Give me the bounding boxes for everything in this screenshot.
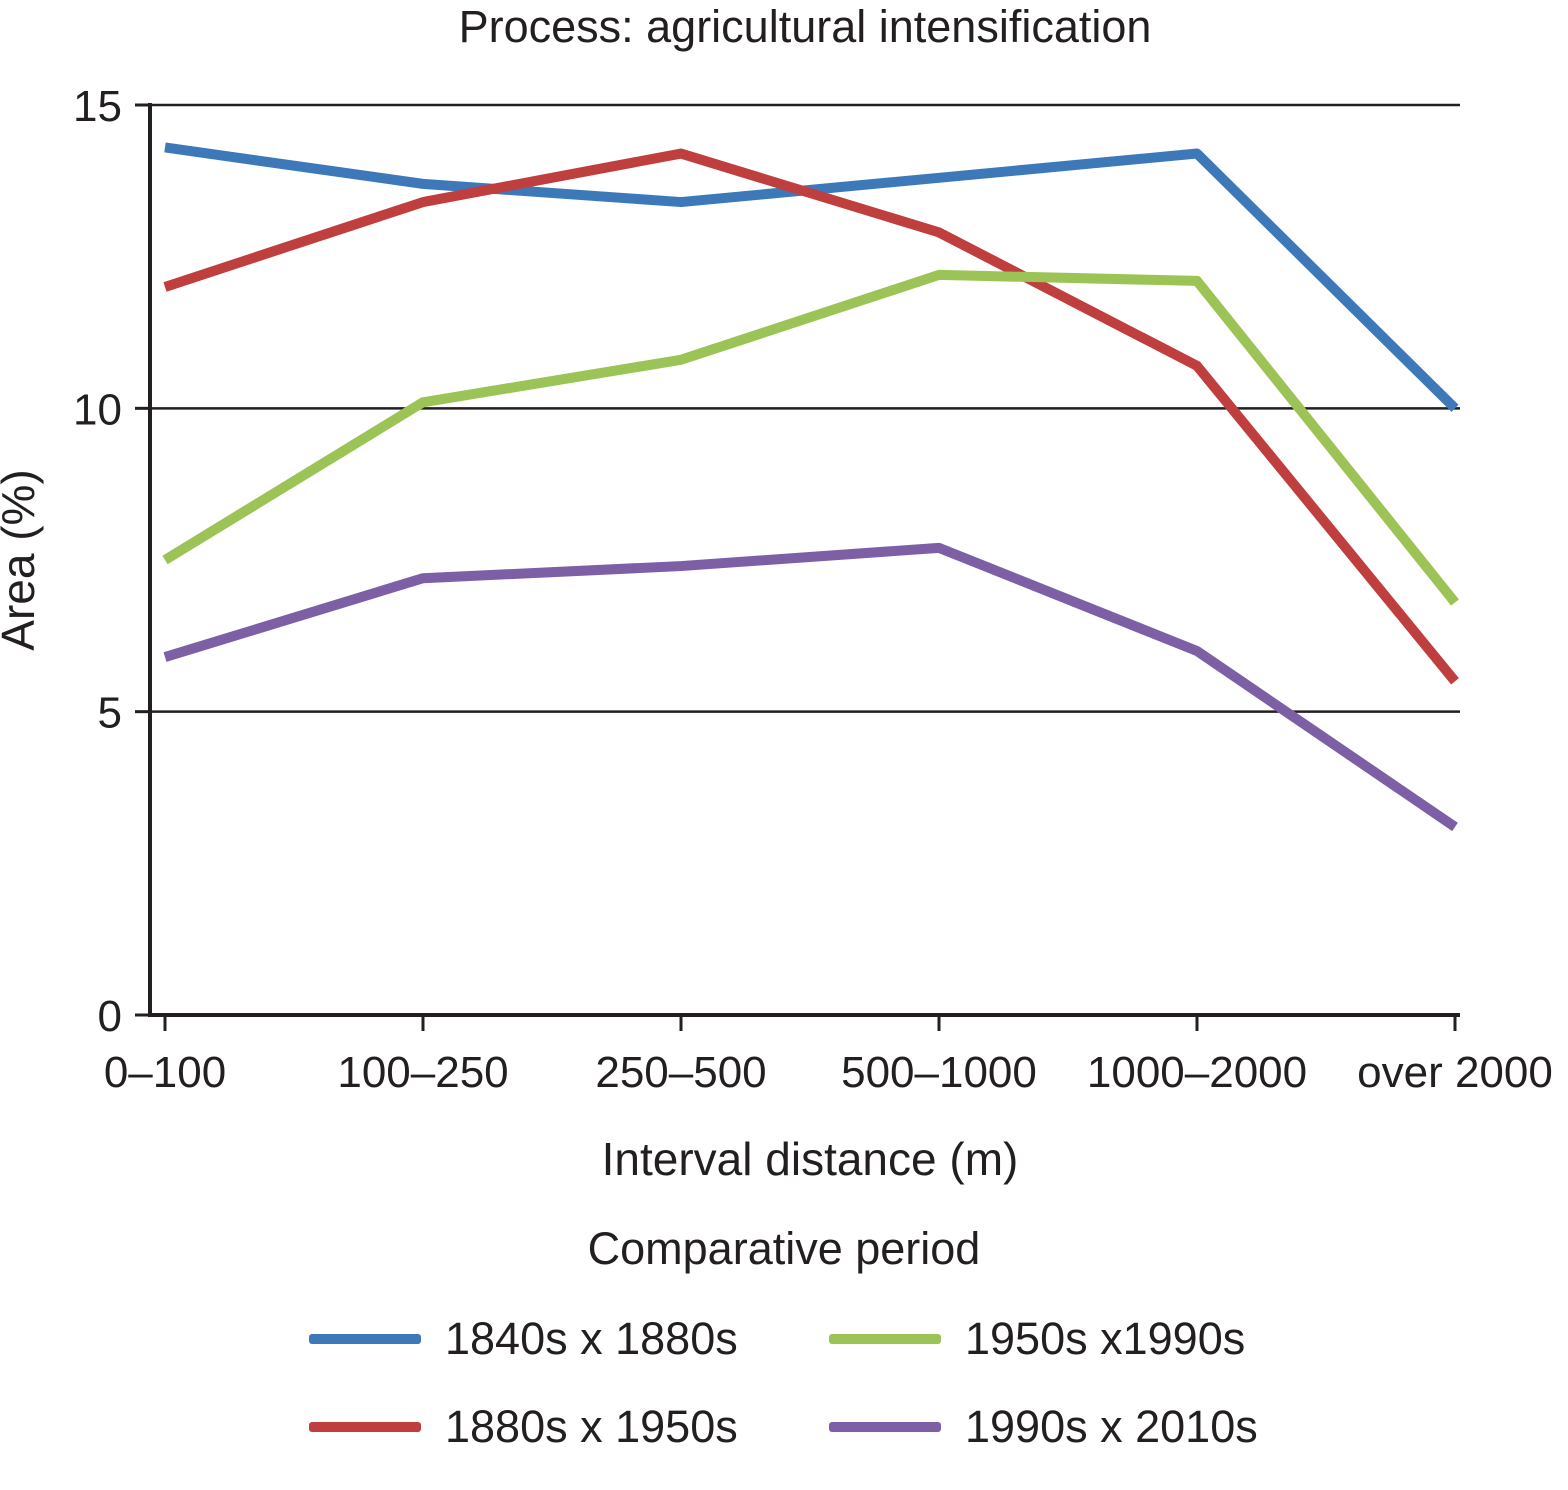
x-tick-label: 500–1000 — [841, 1048, 1037, 1097]
legend-item-1990s-x-2010s: 1990s x 2010s — [829, 1401, 1259, 1453]
legend-item-1840s-x-1880s: 1840s x 1880s — [309, 1313, 739, 1365]
legend: Comparative period 1840s x 1880s 1950s x… — [0, 1223, 1568, 1453]
legend-title: Comparative period — [587, 1223, 981, 1274]
legend-swatch-purple — [829, 1422, 941, 1432]
y-axis-title: Area (%) — [0, 469, 44, 650]
chart-title: Process: agricultural intensification — [459, 1, 1152, 52]
x-tick-label: 0–100 — [104, 1048, 226, 1097]
x-ticks-group: 0–100 100–250 250–500 500–1000 1000–2000 over… — [104, 1015, 1553, 1097]
series-line-1880s-x-1950s — [163, 148, 1459, 685]
legend-swatch-red — [309, 1422, 421, 1432]
x-tick-label: 250–500 — [595, 1048, 766, 1097]
legend-label: 1880s x 1950s — [445, 1401, 738, 1452]
legend-label: 1840s x 1880s — [445, 1313, 738, 1364]
y-tick-label: 0 — [98, 992, 122, 1041]
legend-item-1950s-x-1990s: 1950s x1990s — [829, 1313, 1259, 1365]
x-axis-title: Interval distance (m) — [602, 1133, 1019, 1185]
legend-swatch-blue — [309, 1334, 421, 1344]
x-tick-label: over 2000 — [1357, 1048, 1553, 1097]
legend-label: 1990s x 2010s — [965, 1401, 1258, 1452]
series-line-1990s-x-2010s — [163, 542, 1458, 832]
legend-swatch-green — [829, 1334, 941, 1344]
line-chart: Process: agricultural intensification 0 5… — [0, 1, 1553, 1185]
legend-grid: 1840s x 1880s 1950s x1990s 1880s x 1950s… — [0, 1313, 1568, 1453]
y-tick-label: 15 — [73, 82, 122, 131]
series-lines-group — [162, 142, 1459, 832]
y-tick-label: 5 — [98, 689, 122, 738]
legend-item-1880s-x-1950s: 1880s x 1950s — [309, 1401, 739, 1453]
x-tick-label: 1000–2000 — [1087, 1048, 1307, 1097]
gridlines-group: 0 5 10 15 — [73, 82, 1460, 1041]
legend-label: 1950s x1990s — [965, 1313, 1246, 1364]
series-line-1950s-x1990s — [162, 269, 1459, 606]
y-tick-label: 10 — [73, 385, 122, 434]
x-tick-label: 100–250 — [337, 1048, 508, 1097]
